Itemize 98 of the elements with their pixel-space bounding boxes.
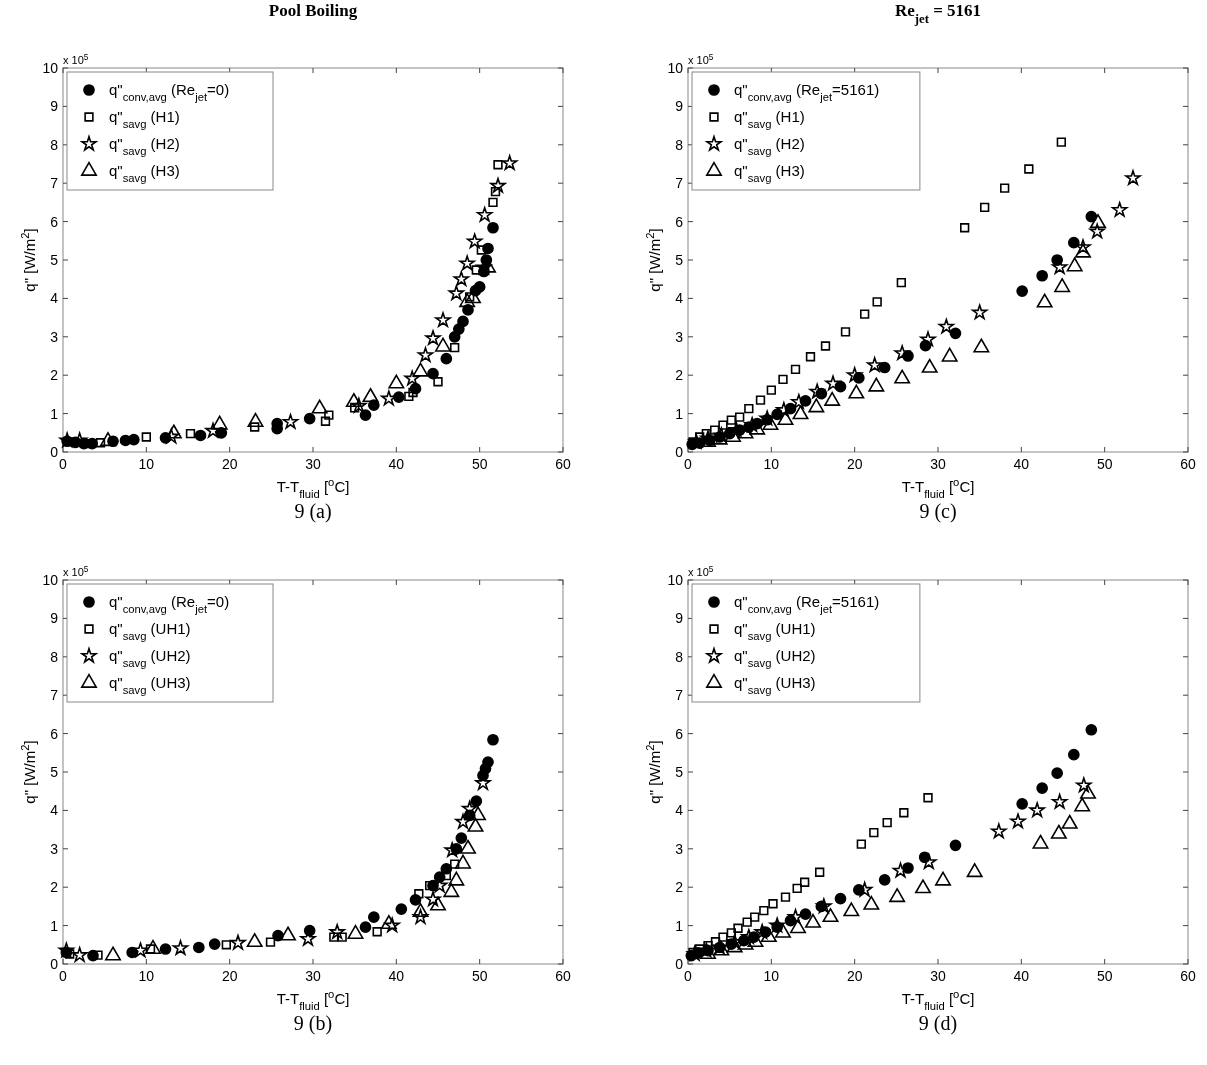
x-tick-label: 50 [471, 456, 488, 472]
x-tick-label: 30 [305, 456, 321, 472]
y-tick-label: 6 [675, 213, 684, 230]
text: x 10$^{5}$ [688, 564, 714, 578]
x-tick-label: 10 [763, 968, 780, 984]
text: 9 (d) [918, 1012, 958, 1035]
y-tick-label: 6 [675, 725, 684, 742]
y-tick-label: 7 [675, 687, 684, 704]
y-tick-label: 1 [50, 917, 59, 934]
x-tick-label: 50 [1096, 968, 1113, 984]
legend-label: q"$_{savg}$ (H1) [734, 108, 805, 130]
legend-label: q"$_{savg}$ (UH3) [734, 674, 816, 696]
y-tick-label: 0 [675, 444, 684, 460]
y-tick-label: 3 [50, 328, 59, 345]
y-tick-label: 6 [50, 725, 59, 742]
y-tick-label: 5 [675, 252, 684, 268]
legend-label: q"$_{savg}$ (UH1) [734, 620, 816, 642]
legend-label: q"$_{savg}$ (H2) [734, 135, 805, 157]
x-tick-label: 30 [930, 456, 946, 472]
text: 9 (a) [294, 500, 332, 523]
chart-title: Re$_{jet}$ = 5161 [894, 1, 982, 26]
text: x 10$^{5}$ [688, 52, 714, 66]
legend-label: q"$_{savg}$ (H3) [734, 162, 805, 184]
text: 9 (c) [919, 500, 957, 523]
y-tick-label: 1 [50, 405, 59, 422]
y-tick-label: 1 [675, 405, 684, 422]
y-tick-label: 0 [50, 956, 59, 972]
y-tick-label: 4 [50, 290, 59, 307]
y-tick-label: 5 [50, 252, 59, 268]
y-tick-label: 2 [675, 367, 684, 384]
y-tick-label: 8 [675, 136, 684, 153]
y-tick-label: 4 [675, 802, 684, 819]
text: x 10$^{5}$ [63, 52, 89, 66]
legend-label: q"$_{savg}$ (UH3) [109, 674, 191, 696]
legend-label: q"$_{savg}$ (UH1) [109, 620, 191, 642]
x-tick-label: 20 [846, 968, 863, 984]
legend-label: q"$_{savg}$ (H2) [109, 135, 180, 157]
y-tick-label: 4 [675, 290, 684, 307]
text: 9 (b) [293, 1012, 333, 1035]
y-tick-label: 5 [50, 764, 59, 780]
y-tick-label: 5 [675, 764, 684, 780]
x-axis-title: T-T$_{fluid}$ [$^{o}$C] [276, 476, 350, 500]
x-tick-label: 30 [305, 968, 321, 984]
x-tick-label: 20 [221, 456, 238, 472]
x-tick-label: 10 [138, 968, 155, 984]
legend-label: q"$_{savg}$ (UH2) [109, 647, 191, 669]
y-tick-label: 10 [42, 572, 59, 588]
x-tick-label: 40 [1013, 968, 1030, 984]
x-axis-title: T-T$_{fluid}$ [$^{o}$C] [276, 988, 350, 1012]
y-tick-label: 0 [50, 444, 59, 460]
y-tick-label: 7 [50, 175, 59, 192]
x-tick-label: 60 [1180, 968, 1196, 984]
y-tick-label: 2 [50, 879, 59, 896]
legend-label: q"$_{conv,avg}$ (Re$_{jet}$=0) [109, 593, 230, 615]
y-tick-label: 4 [50, 802, 59, 819]
x-axis-title: T-T$_{fluid}$ [$^{o}$C] [901, 476, 975, 500]
x-tick-label: 20 [846, 456, 863, 472]
x-tick-label: 40 [388, 968, 405, 984]
x-tick-label: 30 [930, 968, 946, 984]
x-tick-label: 10 [763, 456, 780, 472]
legend-label: q"$_{conv,avg}$ (Re$_{jet}$=0) [109, 81, 230, 103]
y-tick-label: 9 [50, 610, 59, 627]
x-tick-label: 10 [138, 456, 155, 472]
x-axis-title: T-T$_{fluid}$ [$^{o}$C] [901, 988, 975, 1012]
y-tick-label: 3 [50, 840, 59, 857]
legend-label: q"$_{savg}$ (UH2) [734, 647, 816, 669]
y-tick-label: 2 [50, 367, 59, 384]
x-tick-label: 50 [1096, 456, 1113, 472]
y-tick-label: 6 [50, 213, 59, 230]
x-tick-label: 60 [555, 456, 571, 472]
y-tick-label: 3 [675, 840, 684, 857]
x-tick-label: 50 [471, 968, 488, 984]
x-tick-label: 40 [1013, 456, 1030, 472]
chart-title: Pool Boiling [268, 1, 358, 20]
legend-label: q"$_{conv,avg}$ (Re$_{jet}$=5161) [734, 593, 880, 615]
y-tick-label: 8 [50, 648, 59, 665]
x-tick-label: 40 [388, 456, 405, 472]
y-tick-label: 9 [50, 98, 59, 115]
y-tick-label: 0 [675, 956, 684, 972]
y-tick-label: 9 [675, 98, 684, 115]
text: x 10$^{5}$ [63, 564, 89, 578]
y-tick-label: 2 [675, 879, 684, 896]
y-tick-label: 7 [50, 687, 59, 704]
y-tick-label: 7 [675, 175, 684, 192]
x-tick-label: 60 [1180, 456, 1196, 472]
y-tick-label: 10 [667, 60, 684, 76]
legend-label: q"$_{conv,avg}$ (Re$_{jet}$=5161) [734, 81, 880, 103]
y-tick-label: 1 [675, 917, 684, 934]
y-tick-label: 10 [667, 572, 684, 588]
legend-label: q"$_{savg}$ (H1) [109, 108, 180, 130]
y-tick-label: 9 [675, 610, 684, 627]
y-tick-label: 8 [50, 136, 59, 153]
x-tick-label: 20 [221, 968, 238, 984]
legend-label: q"$_{savg}$ (H3) [109, 162, 180, 184]
y-tick-label: 10 [42, 60, 59, 76]
y-tick-label: 3 [675, 328, 684, 345]
x-tick-label: 60 [555, 968, 571, 984]
y-tick-label: 8 [675, 648, 684, 665]
